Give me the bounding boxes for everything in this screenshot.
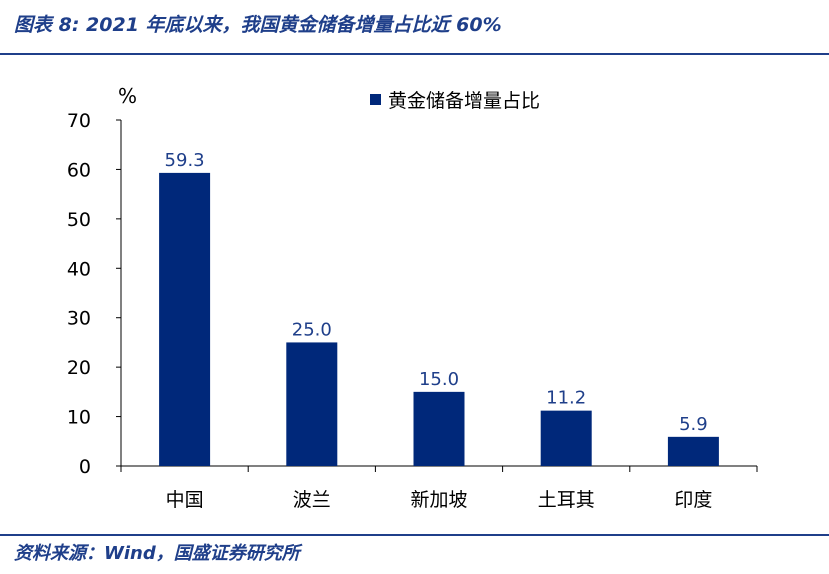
source-divider [0,534,829,536]
x-category-label: 土耳其 [538,489,595,511]
title-divider [0,53,829,55]
bar [667,436,719,466]
bar-chart: 0 10 20 30 40 50 60 70 中国 波兰 新加坡 土耳其 印度 59.3 25.0 15.… [67,84,758,511]
y-tick-label: 20 [67,357,91,379]
legend-label: 黄金储备增量占比 [388,90,540,112]
x-category-label: 波兰 [293,489,331,511]
figure-title: 图表 8: 2021 年底以来，我国黄金储备增量占比近 60% [14,14,502,36]
y-tick-label: 40 [67,258,91,280]
y-unit-label: % [118,84,137,108]
y-tick-label: 70 [67,110,91,132]
source-note: 资料来源：Wind，国盛证券研究所 [14,543,300,564]
data-label: 11.2 [546,388,586,409]
bar [159,172,211,467]
y-tick-label: 10 [67,407,91,429]
x-axis: 中国 波兰 新加坡 土耳其 印度 [120,465,758,511]
y-tick-label: 60 [67,159,91,181]
x-category-label: 印度 [674,489,712,511]
y-tick-label: 30 [67,308,91,330]
y-tick-label: 0 [79,456,91,478]
data-label: 25.0 [292,319,332,340]
x-category-label: 新加坡 [410,489,467,511]
legend-swatch [370,94,381,105]
bar [286,342,338,466]
legend: 黄金储备增量占比 [370,90,540,112]
bar [413,391,465,466]
y-tick-label: 50 [67,209,91,231]
bars: 59.3 25.0 15.0 11.2 5.9 [159,150,719,467]
data-label: 5.9 [679,414,708,435]
bar [540,410,592,466]
data-label: 15.0 [419,369,459,390]
data-label: 59.3 [165,150,205,171]
y-axis: 0 10 20 30 40 50 60 70 [67,110,122,478]
x-category-label: 中国 [166,489,204,511]
